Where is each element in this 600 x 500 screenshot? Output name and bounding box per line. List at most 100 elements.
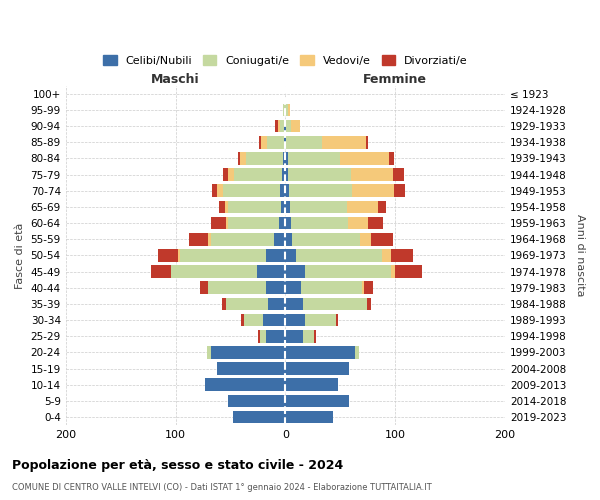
Bar xyxy=(286,346,355,358)
Bar xyxy=(286,217,291,230)
Bar xyxy=(286,152,287,164)
Bar xyxy=(286,184,289,197)
Bar xyxy=(279,217,286,230)
Bar xyxy=(274,233,286,245)
Bar xyxy=(226,217,228,230)
Bar xyxy=(364,282,373,294)
Bar xyxy=(278,120,280,132)
Bar xyxy=(348,217,368,230)
Bar xyxy=(259,136,261,148)
Bar xyxy=(286,330,303,342)
Bar xyxy=(286,200,290,213)
Bar xyxy=(283,152,286,164)
Bar xyxy=(347,200,377,213)
Bar xyxy=(322,136,365,148)
Bar xyxy=(303,330,314,342)
Legend: Celibi/Nubili, Coniugati/e, Vedovi/e, Divorziati/e: Celibi/Nubili, Coniugati/e, Vedovi/e, Di… xyxy=(99,50,472,70)
Bar xyxy=(266,136,284,148)
Bar xyxy=(208,346,211,358)
Bar xyxy=(261,136,266,148)
Bar xyxy=(286,104,287,116)
Bar xyxy=(286,120,291,132)
Bar xyxy=(200,282,208,294)
Bar xyxy=(223,184,280,197)
Bar xyxy=(188,233,208,245)
Bar xyxy=(286,411,332,424)
Bar xyxy=(291,217,348,230)
Bar xyxy=(286,314,305,326)
Bar xyxy=(258,330,260,342)
Bar xyxy=(266,249,286,262)
Bar xyxy=(360,233,371,245)
Bar xyxy=(212,184,217,197)
Bar xyxy=(211,346,286,358)
Bar xyxy=(228,168,234,181)
Y-axis label: Anni di nascita: Anni di nascita xyxy=(575,214,585,296)
Bar xyxy=(301,282,362,294)
Bar xyxy=(171,266,257,278)
Bar xyxy=(292,233,360,245)
Bar xyxy=(178,249,180,262)
Bar xyxy=(205,378,286,391)
Bar xyxy=(151,266,171,278)
Bar xyxy=(221,298,226,310)
Bar xyxy=(211,233,274,245)
Y-axis label: Fasce di età: Fasce di età xyxy=(15,222,25,288)
Bar xyxy=(228,217,279,230)
Bar xyxy=(283,104,286,116)
Bar xyxy=(217,184,223,197)
Bar xyxy=(244,314,263,326)
Bar xyxy=(260,330,266,342)
Bar xyxy=(336,314,338,326)
Bar xyxy=(234,168,282,181)
Bar xyxy=(286,282,301,294)
Bar xyxy=(208,282,266,294)
Bar xyxy=(351,168,393,181)
Bar xyxy=(257,266,286,278)
Bar xyxy=(367,298,371,310)
Bar xyxy=(391,266,395,278)
Bar xyxy=(281,200,286,213)
Bar xyxy=(286,362,349,375)
Bar xyxy=(289,184,352,197)
Bar xyxy=(217,362,286,375)
Text: Femmine: Femmine xyxy=(363,72,427,86)
Bar xyxy=(296,249,382,262)
Bar xyxy=(158,249,178,262)
Bar xyxy=(305,266,391,278)
Bar xyxy=(362,282,364,294)
Bar xyxy=(286,249,296,262)
Bar xyxy=(286,136,322,148)
Bar xyxy=(340,152,389,164)
Bar xyxy=(393,168,404,181)
Bar xyxy=(290,200,347,213)
Bar xyxy=(305,314,336,326)
Bar xyxy=(228,394,286,407)
Bar xyxy=(220,200,225,213)
Bar xyxy=(211,217,226,230)
Bar xyxy=(371,233,393,245)
Bar xyxy=(282,168,286,181)
Bar xyxy=(280,184,286,197)
Bar xyxy=(355,346,359,358)
Bar xyxy=(280,120,284,132)
Bar xyxy=(286,266,305,278)
Bar xyxy=(314,330,316,342)
Bar xyxy=(263,314,286,326)
Bar xyxy=(394,184,405,197)
Bar xyxy=(266,330,286,342)
Text: Popolazione per età, sesso e stato civile - 2024: Popolazione per età, sesso e stato civil… xyxy=(12,460,343,472)
Bar xyxy=(382,249,391,262)
Bar xyxy=(286,233,292,245)
Text: COMUNE DI CENTRO VALLE INTELVI (CO) - Dati ISTAT 1° gennaio 2024 - Elaborazione : COMUNE DI CENTRO VALLE INTELVI (CO) - Da… xyxy=(12,484,432,492)
Bar xyxy=(391,249,413,262)
Bar xyxy=(275,120,278,132)
Bar xyxy=(241,314,244,326)
Bar xyxy=(368,217,383,230)
Bar xyxy=(389,152,394,164)
Bar xyxy=(241,152,246,164)
Bar xyxy=(286,378,338,391)
Bar xyxy=(233,411,286,424)
Bar xyxy=(284,120,286,132)
Bar xyxy=(228,200,281,213)
